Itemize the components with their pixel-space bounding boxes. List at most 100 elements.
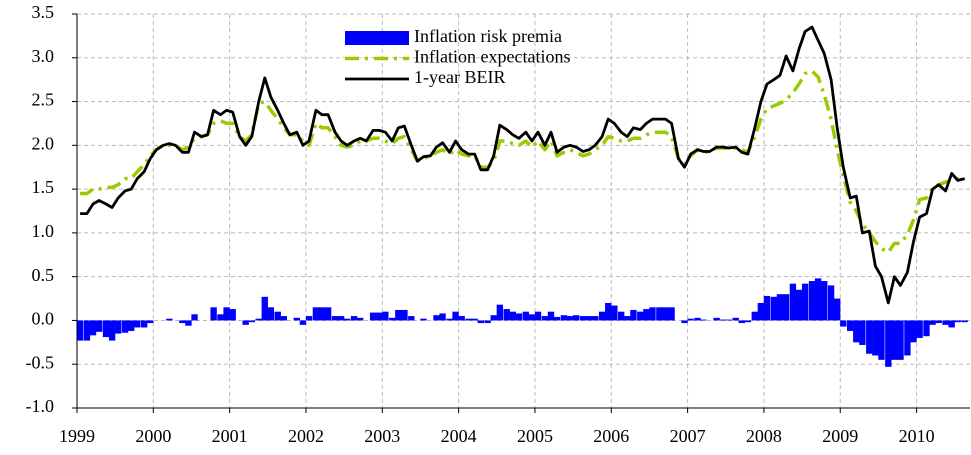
bar [757,302,765,321]
bar [751,311,758,321]
bar [668,307,675,321]
bar [515,313,523,321]
bar [255,318,262,321]
line [80,69,965,254]
y-tick-label: -0.5 [26,352,55,372]
bar [885,320,892,367]
bar [248,320,255,323]
bar [528,314,536,321]
bar [744,320,752,323]
bar [948,320,955,328]
bar [694,317,701,321]
bar [108,320,116,341]
bar [770,296,778,321]
bar [509,311,516,321]
bar [814,278,822,321]
bar [267,307,275,321]
bar [490,315,497,321]
bar [808,281,816,321]
bar [477,320,484,324]
bar [662,307,669,321]
bar [923,320,930,337]
bar [541,316,549,321]
bar [872,320,879,356]
bar [465,318,472,321]
bar [782,294,790,321]
bar [643,309,650,321]
bar [719,319,726,321]
bar [547,311,555,321]
bar [630,309,637,321]
bar [274,311,281,321]
bar [853,320,860,343]
bar [572,315,580,321]
bar [229,309,236,321]
bar [452,311,459,321]
bar [408,316,415,321]
x-tick-label: 2005 [517,426,553,446]
bar [592,316,599,321]
bar [846,320,854,331]
y-tick-label: 1.5 [32,177,55,197]
bar [904,320,911,356]
bar [318,307,326,321]
bar [687,318,694,321]
bar [827,285,835,321]
bar [866,320,873,354]
bar [605,302,612,321]
y-tick-label: 3.0 [32,46,55,66]
legend-marker [345,31,409,45]
bar [217,314,224,321]
x-tick-label: 2006 [593,426,629,446]
bar [147,320,154,324]
y-tick-label: 1.0 [32,221,55,241]
bar [382,311,389,321]
bar [166,318,173,321]
bar [305,316,313,321]
bar [821,281,828,321]
bar [656,307,663,321]
x-tick-label: 1999 [59,426,95,446]
bar [935,320,942,324]
line [80,25,966,305]
bar [859,320,866,345]
bar [637,311,644,321]
bar [840,320,847,327]
bar [579,316,587,321]
x-tick-label: 2003 [364,426,400,446]
bar [891,320,898,360]
bar [795,289,803,321]
bar [801,283,809,321]
legend-label: 1-year BEIR [414,67,505,87]
bar [401,309,408,321]
bar [446,318,453,321]
bar [929,320,936,325]
bar [420,318,427,321]
bar [954,320,961,323]
y-tick-label: -1.0 [26,396,55,416]
bar [312,307,320,321]
bar [624,316,631,321]
bar [350,316,358,321]
bar [324,307,332,321]
bar [471,318,478,321]
y-tick-label: 2.0 [32,133,55,153]
y-tick-label: 0.0 [32,309,55,329]
bar [598,311,606,321]
bar [503,309,510,321]
legend-label: Inflation expectations [414,47,570,67]
bar [553,316,561,321]
bar [128,320,135,331]
bar [496,304,504,321]
bar [910,320,917,343]
x-tick-label: 2008 [746,426,782,446]
bar [369,312,377,321]
bar [115,320,122,334]
x-tick-label: 2004 [441,426,477,446]
bar [95,320,103,332]
bar [878,320,885,360]
bar [566,316,574,321]
bar [185,320,192,326]
bar [293,317,300,321]
